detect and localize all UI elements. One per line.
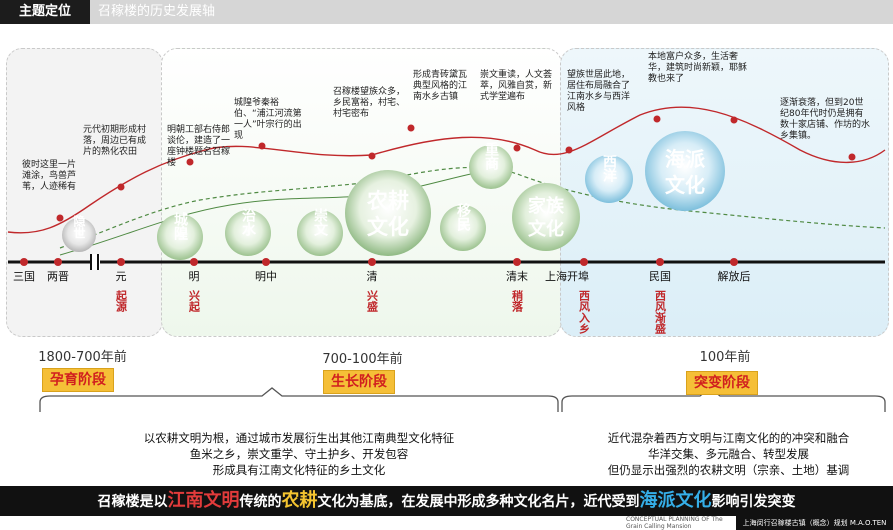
bubble-label-chongwen: 崇文 <box>312 207 328 237</box>
bubble-haipai: 海派 文化 <box>645 131 725 211</box>
footer-english: CONCEPTUAL PLANNING OF The Grain Calling… <box>626 516 723 530</box>
green-dashed-curve <box>59 166 886 249</box>
axis-label: 清 <box>367 270 378 283</box>
bubble-jiazu: 家族 文化 <box>512 183 580 251</box>
note-sanguo: 彼时这里一片滩涂，鸟兽芦苇，人迹稀有 <box>22 160 77 192</box>
axis-label: 三国 <box>13 270 35 283</box>
summary-right-line: 近代混杂着西方文明与江南文化的的冲突和融合 <box>607 431 850 445</box>
summary-left-line: 鱼米之乡，崇文重学、守土护乡、开发包容 <box>189 447 409 461</box>
header-bar: 主题定位 召稼楼的历史发展轴 <box>0 0 893 24</box>
stage-badge-growth: 生长阶段 <box>323 370 395 394</box>
summary-right-line: 华洋交集、多元融合、转型发展 <box>648 447 809 461</box>
bubble-label-zhongshang: 重商 <box>483 141 499 171</box>
note-minguo: 本地富户众多，生活奢华，建筑时尚新颖，耶稣教也来了 <box>648 52 748 84</box>
axis-label: 元 <box>116 270 127 283</box>
bracket-left <box>39 387 559 412</box>
note-ming: 明朝工部右侍郎谈伦，建造了一座钟楼题名召稼楼 <box>167 125 231 168</box>
summary-left: 以农耕文明为根，通过城市发展衍生出其他江南典型文化特征 鱼米之乡，崇文重学、守土… <box>40 430 558 478</box>
footer-project: 上海闵行召稼楼古镇（概念）规划 M.A.O.TEN <box>736 516 893 530</box>
bubble-label-jiazu-2: 文化 <box>528 218 564 240</box>
bubble-nonggeng: 农耕 文化 <box>345 170 431 256</box>
red-caption: 兴起 <box>188 289 202 313</box>
banner-highlight-jiangnan: 江南文明 <box>167 490 240 511</box>
axis-label: 上海开埠 <box>545 269 589 283</box>
bubble-yimin: 移民 <box>440 202 486 251</box>
bubble-zhishui: 治水 <box>225 207 271 256</box>
note-qing: 召稼楼望族众多，乡民富裕，村宅、村宅密布 <box>333 87 406 119</box>
bubble-chongwen: 崇文 <box>297 207 343 256</box>
axis-label: 明中 <box>255 270 277 283</box>
axis-label: 两晋 <box>47 270 69 283</box>
green-solid-curve <box>59 167 511 256</box>
banner-text: 文化为基底，在发展中形成多种文化名片，近代受到 <box>317 494 640 510</box>
bubble-xiyang: 西洋 <box>585 154 633 203</box>
red-caption: 稍落 <box>511 289 524 313</box>
note-yuan: 元代初期形成村落，周边已有成片的熟化农田 <box>83 125 147 157</box>
banner-text: 召稼楼是以 <box>97 494 168 510</box>
stage-badge-mutation: 突变阶段 <box>686 371 758 395</box>
note-mingzhong: 城隍爷秦裕伯、“浦江河流第一人”叶宗行的出现 <box>234 98 302 141</box>
red-caption: 西风渐盛 <box>654 290 667 334</box>
bubble-label-yinshi: 隐世 <box>72 214 86 239</box>
summary-right-line: 但仍显示出强烈的农耕文明（宗亲、土地）基调 <box>607 463 850 477</box>
era-range-mutation: 100年前 <box>699 350 751 365</box>
red-caption: 西风入乡 <box>578 290 591 335</box>
bubble-label-haipai-1: 海派 <box>665 147 706 171</box>
section-tag: 主题定位 <box>0 0 90 24</box>
curve-markers <box>56 115 856 222</box>
page-title: 召稼楼的历史发展轴 <box>98 4 216 19</box>
axis-break <box>90 254 100 270</box>
bubble-label-jiazu-1: 家族 <box>528 195 565 217</box>
bubble-label-haipai-2: 文化 <box>665 173 705 197</box>
stage-panel-gestation <box>6 48 163 337</box>
timeline-diagram: 隐世 城隍 治水 崇文 农耕 文化 移民 重商 家族 文化 西洋 海派 文化 三… <box>7 106 886 412</box>
banner-highlight-haipai: 海派文化 <box>639 490 712 511</box>
note-qing-2: 形成青砖黛瓦典型风格的江南水乡古镇 <box>413 70 468 102</box>
summary-right: 近代混杂着西方文明与江南文化的的冲突和融合 华洋交集、多元融合、转型发展 但仍显… <box>572 430 885 478</box>
summary-left-line: 以农耕文明为根，通过城市发展衍生出其他江南典型文化特征 <box>143 431 455 445</box>
bubble-label-yimin: 移民 <box>455 202 471 232</box>
era-range-growth: 700-100年前 <box>322 352 403 367</box>
summary-left-line: 形成具有江南文化特征的乡土文化 <box>212 463 386 477</box>
axis-label: 解放后 <box>718 269 751 283</box>
note-qingmo: 崇文重读，人文荟萃，风雅自赏，新式学堂遍布 <box>480 70 553 102</box>
stage-badge-gestation: 孕育阶段 <box>42 368 114 392</box>
bubble-label-nonggeng-1: 农耕 <box>366 189 409 213</box>
stage-panel-mutation <box>560 48 889 337</box>
banner-text: 影响引发突变 <box>711 494 796 510</box>
bubble-chenghuang: 城隍 <box>157 211 203 260</box>
bubble-label-xiyang: 西洋 <box>601 154 617 183</box>
banner-highlight-nonggeng: 农耕 <box>281 490 318 511</box>
bubble-zhongshang: 重商 <box>469 141 513 189</box>
bubble-yinshi: 隐世 <box>62 214 96 252</box>
red-caption: 兴盛 <box>366 289 379 312</box>
banner-text: 传统的 <box>239 494 282 510</box>
axis-label: 明 <box>189 270 200 283</box>
bubble-label-nonggeng-2: 文化 <box>367 215 409 239</box>
bubble-label-zhishui: 治水 <box>240 207 256 237</box>
note-jiefang: 逐渐衰落，但到20世纪80年代时仍是拥有数十家店铺、作坊的水乡集镇。 <box>780 98 871 141</box>
development-curve <box>7 106 886 234</box>
red-caption: 起源 <box>115 289 129 313</box>
conclusion-banner: 召稼楼是以江南文明传统的农耕文化为基底，在发展中形成多种文化名片，近代受到海派文… <box>0 486 893 516</box>
axis-label: 清末 <box>506 269 528 283</box>
note-kaibu: 望族世居此地，居住布局融合了江南水乡与西洋风格 <box>567 70 631 113</box>
bubble-label-chenghuang: 城隍 <box>172 211 188 241</box>
era-range-gestation: 1800-700年前 <box>38 350 127 365</box>
axis-label: 民国 <box>649 270 671 283</box>
axis-markers <box>20 258 738 266</box>
